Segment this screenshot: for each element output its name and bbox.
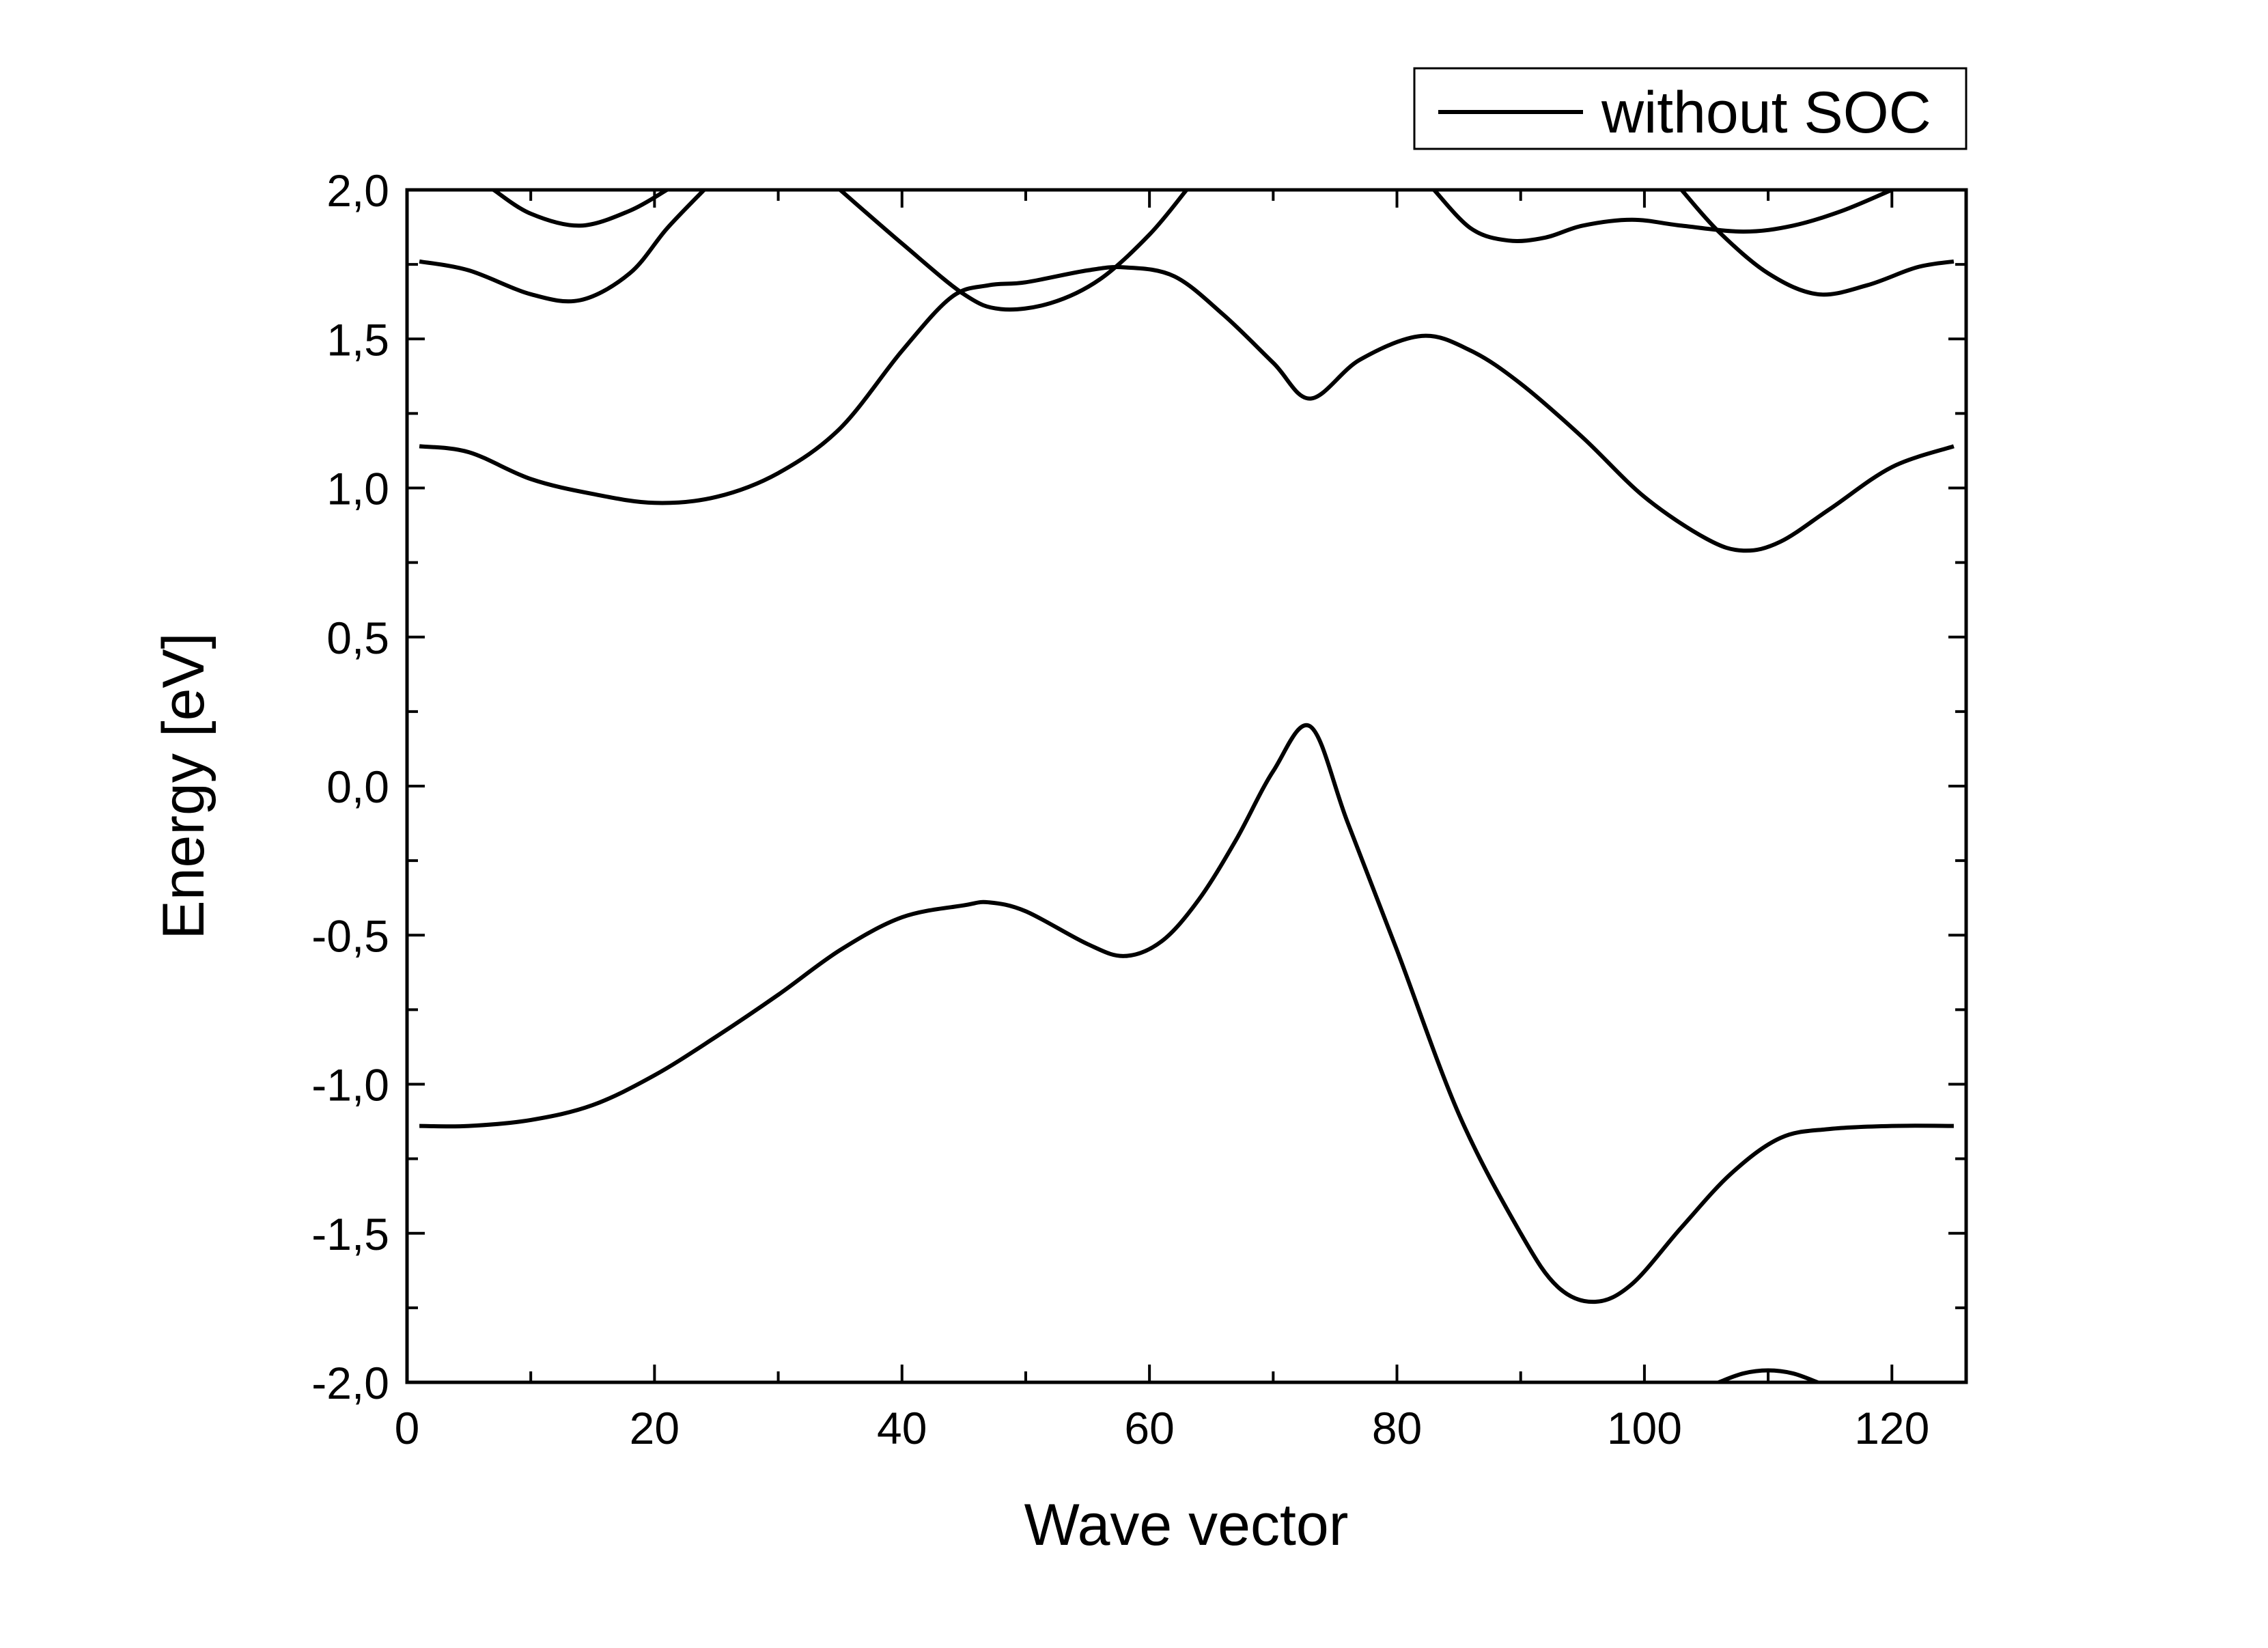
y-axis-title: Energy [eV] <box>151 632 216 939</box>
x-tick-label: 0 <box>395 1403 420 1453</box>
band-line-1 <box>419 725 1954 1302</box>
y-tick-label: 1,0 <box>326 464 389 514</box>
y-tick-label: 1,5 <box>326 314 389 365</box>
x-tick-label: 40 <box>877 1403 927 1453</box>
y-tick-label: 0,5 <box>326 613 389 663</box>
legend-label: without SOC <box>1601 80 1931 145</box>
bands-layer <box>419 190 1954 1382</box>
tick-labels-layer: 0 20 40 60 80 100 120 2,0 1,5 1,0 0,5 0,0 -0,5 -1,0 -1… <box>311 165 1929 1453</box>
band-line-7 <box>1434 190 1892 241</box>
x-tick-label: 20 <box>630 1403 680 1453</box>
band-line-3 <box>419 190 704 301</box>
y-tick-label: 2,0 <box>326 165 389 216</box>
y-tick-label: -1,0 <box>311 1060 389 1111</box>
x-axis-title: Wave vector <box>1024 1492 1349 1558</box>
x-tick-label: 80 <box>1372 1403 1422 1453</box>
band-line-4 <box>840 190 1186 309</box>
y-tick-label: -1,5 <box>311 1209 389 1259</box>
x-tick-label: 120 <box>1854 1403 1929 1453</box>
y-tick-label: -0,5 <box>311 910 389 961</box>
band-line-2 <box>419 267 1954 550</box>
y-tick-label: -2,0 <box>311 1358 389 1408</box>
legend: without SOC <box>1414 68 1966 149</box>
band-line-6 <box>494 190 667 225</box>
plot-frame <box>407 190 1966 1382</box>
x-tick-label: 100 <box>1607 1403 1682 1453</box>
x-tick-label: 60 <box>1124 1403 1174 1453</box>
ticks-layer <box>407 190 1966 1382</box>
y-tick-label: 0,0 <box>326 762 389 812</box>
band-line-5 <box>1681 190 1954 294</box>
